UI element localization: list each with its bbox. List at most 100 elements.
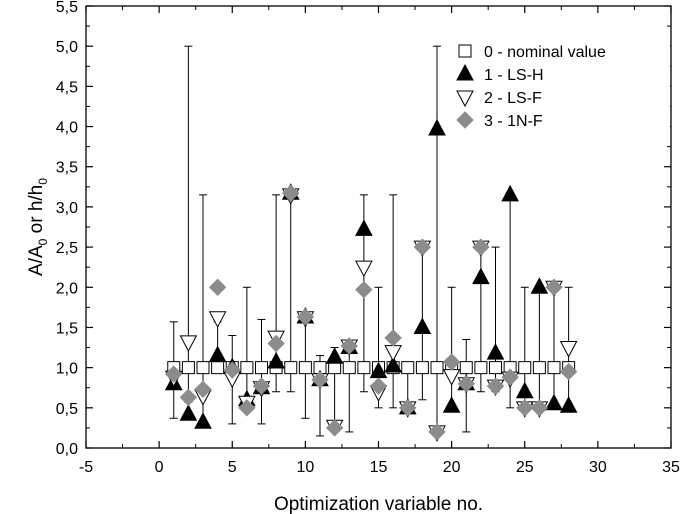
- x-tick-label: 20: [443, 459, 461, 476]
- data-point: [516, 399, 534, 417]
- y-tick-label: 1,0: [56, 361, 78, 378]
- data-point: [472, 267, 490, 285]
- series-1: [164, 118, 578, 429]
- data-point: [282, 184, 300, 202]
- data-point: [489, 361, 502, 375]
- data-point: [196, 361, 210, 375]
- data-point: [238, 399, 256, 417]
- data-point: [211, 361, 225, 375]
- data-point: [325, 419, 344, 437]
- legend-marker: [456, 63, 474, 81]
- y-tick-label: 3,0: [56, 200, 78, 217]
- data-point: [208, 345, 227, 363]
- data-point: [369, 377, 388, 395]
- y-axis-label-part: A/A: [26, 245, 47, 276]
- data-point: [530, 399, 549, 417]
- data-point: [515, 381, 534, 399]
- x-tick-label: 15: [370, 459, 388, 476]
- x-tick-label: 0: [155, 459, 164, 476]
- x-tick-label: 5: [228, 459, 237, 476]
- data-point: [401, 361, 415, 375]
- data-point: [428, 423, 446, 441]
- data-point: [252, 377, 271, 395]
- data-point: [384, 329, 402, 347]
- x-tick-label: 30: [589, 459, 607, 476]
- data-point: [194, 412, 212, 429]
- data-point: [501, 184, 519, 202]
- y-axis-label-part: or h/h: [26, 185, 47, 239]
- data-point: [267, 351, 285, 369]
- y-tick-label: 4,5: [56, 79, 78, 96]
- y-tick-label: 3,5: [56, 160, 78, 177]
- data-point: [428, 118, 446, 136]
- data-point: [384, 355, 402, 373]
- y-axis-label: A/A0 or h/h0: [26, 178, 50, 276]
- data-point: [355, 260, 373, 278]
- legend-label: 0 - nominal value: [484, 44, 606, 61]
- data-point: [545, 278, 563, 296]
- data-point: [559, 341, 578, 358]
- data-series: [164, 118, 578, 442]
- data-point: [223, 361, 241, 379]
- data-point: [486, 377, 505, 395]
- data-point: [459, 361, 473, 375]
- y-tick-label: 5,0: [56, 39, 78, 56]
- data-point: [179, 335, 198, 352]
- data-point: [355, 219, 373, 236]
- data-point: [284, 361, 298, 375]
- x-tick-label: 25: [516, 459, 534, 476]
- legend-box: [448, 36, 670, 136]
- data-point: [430, 361, 444, 375]
- data-point: [340, 337, 358, 355]
- y-axis-label-subscript: 0: [36, 238, 50, 245]
- data-point: [530, 277, 549, 294]
- y-tick-label: 2,5: [56, 240, 78, 257]
- data-point: [413, 238, 432, 256]
- data-point: [457, 375, 475, 393]
- y-axis-ticks: 0,0 0,5 1,0 1,5 2,0 2,5 3,0 3,5 4,0 4,5 5,0 5,5: [56, 0, 671, 458]
- data-point: [472, 238, 490, 256]
- data-point: [194, 380, 212, 399]
- data-point: [559, 396, 578, 413]
- data-point: [355, 280, 373, 299]
- data-point: [357, 361, 371, 375]
- data-point: [208, 311, 227, 328]
- legend-label: 1 - LS-H: [484, 67, 544, 84]
- data-point: [442, 353, 461, 371]
- legend-marker: [456, 90, 474, 108]
- x-tick-label: 35: [662, 459, 680, 476]
- data-point: [474, 361, 488, 375]
- data-point: [296, 308, 315, 326]
- y-tick-label: 2,0: [56, 280, 78, 297]
- data-point: [442, 396, 461, 413]
- data-point: [547, 361, 561, 375]
- data-point: [501, 368, 519, 386]
- y-tick-label: 5,5: [56, 0, 78, 16]
- data-point: [442, 369, 461, 386]
- data-point: [311, 370, 329, 389]
- x-tick-label: -5: [79, 459, 93, 476]
- data-point: [415, 361, 429, 375]
- data-point: [545, 393, 563, 411]
- data-point: [532, 361, 546, 375]
- data-point: [181, 361, 195, 375]
- data-point: [179, 388, 198, 407]
- data-point: [413, 317, 432, 334]
- y-tick-label: 0,5: [56, 401, 78, 418]
- x-axis-ticks: -5 0 5 10 15 20 25 30 35: [79, 6, 680, 476]
- data-point: [518, 361, 532, 375]
- data-point: [325, 347, 344, 364]
- series-3: [165, 184, 578, 441]
- y-axis-label-subscript: 0: [36, 178, 50, 185]
- data-point: [298, 361, 312, 375]
- y-tick-label: 1,5: [56, 320, 78, 337]
- data-point: [399, 399, 417, 417]
- x-tick-label: 10: [296, 459, 314, 476]
- data-point: [255, 361, 268, 375]
- legend-label: 2 - LS-F: [484, 90, 542, 107]
- y-tick-label: 0,0: [56, 441, 78, 458]
- legend: 0 - nominal value 1 - LS-H 2 - LS-F 3 - 1N-…: [448, 36, 670, 136]
- data-point: [240, 361, 254, 375]
- series-2: [164, 188, 578, 442]
